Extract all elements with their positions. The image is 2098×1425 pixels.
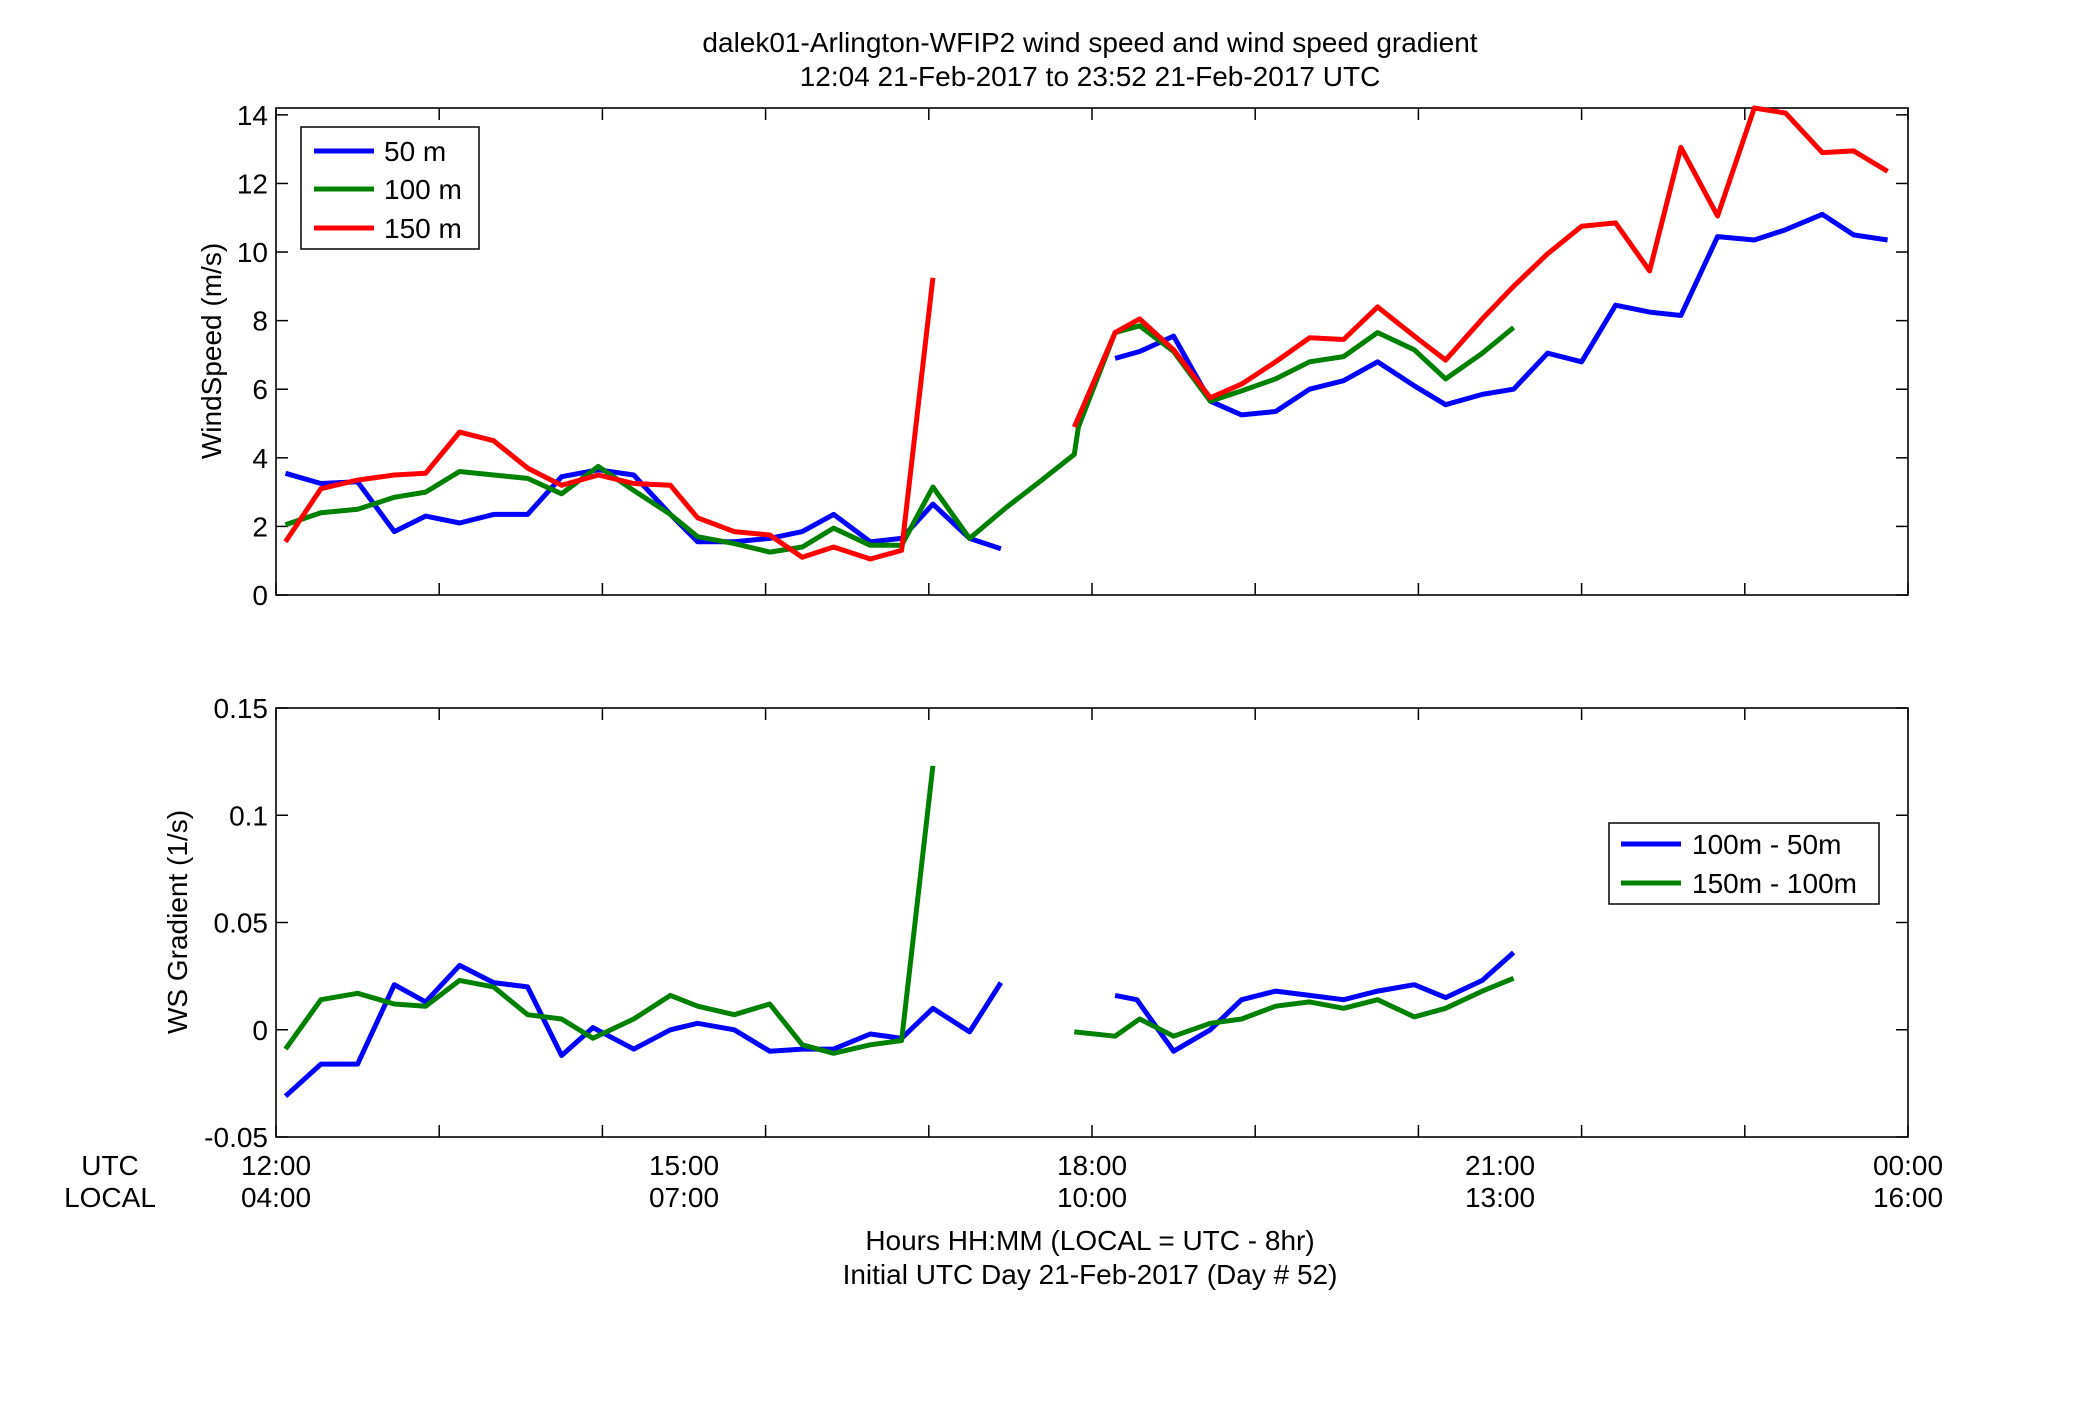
xtick-label-utc: 15:00 xyxy=(649,1150,719,1181)
xtick-label-utc: 21:00 xyxy=(1465,1150,1535,1181)
xtick-label-local: 04:00 xyxy=(241,1182,311,1213)
xtick-label-utc: 12:00 xyxy=(241,1150,311,1181)
series-line-50m xyxy=(284,211,1888,552)
gradient-ytick-label: 0 xyxy=(252,1015,268,1046)
legend-label-150m: 150 m xyxy=(384,213,462,244)
x-axis-label-line2: Initial UTC Day 21-Feb-2017 (Day # 52) xyxy=(843,1259,1338,1290)
legend-label-100m: 100 m xyxy=(384,174,462,205)
windspeed-panel: 0 2 4 6 8 10 12 14 WindSpeed (m/s) 50 m 100 m 1… xyxy=(196,100,1909,611)
legend-label-150m-100m: 150m - 100m xyxy=(1692,868,1857,899)
windspeed-ytick-label: 8 xyxy=(252,306,268,337)
xtick-label-utc: 18:00 xyxy=(1057,1150,1127,1181)
gradient-ytick-label: 0.15 xyxy=(214,693,269,724)
windspeed-axes-box xyxy=(275,107,1909,596)
series-line-100m xyxy=(284,323,1516,555)
legend-label-100m-50m: 100m - 50m xyxy=(1692,829,1841,860)
chart-title-line1: dalek01-Arlington-WFIP2 wind speed and w… xyxy=(702,27,1477,58)
gradient-legend: 100m - 50m 150m - 100m xyxy=(1608,822,1880,905)
windspeed-legend: 50 m 100 m 150 m xyxy=(300,126,480,250)
legend-label-50m: 50 m xyxy=(384,136,446,167)
windspeed-ytick-label: 6 xyxy=(252,374,268,405)
series-line-100m-50m xyxy=(283,950,1516,1099)
xtick-label-local: 07:00 xyxy=(649,1182,719,1213)
gradient-y-axis-label: WS Gradient (1/s) xyxy=(162,810,193,1034)
windspeed-ytick-label: 2 xyxy=(252,511,268,542)
xtick-label-utc: 00:00 xyxy=(1873,1150,1943,1181)
series-line-150m-100m xyxy=(283,765,1515,1056)
xtick-label-local: 13:00 xyxy=(1465,1182,1535,1213)
windspeed-ticks: 0 2 4 6 8 10 12 14 xyxy=(237,100,1909,611)
x-row-label-local: LOCAL xyxy=(64,1182,156,1213)
legend-item-150m: 150 m xyxy=(314,213,462,244)
gradient-axes-box xyxy=(275,707,1909,1138)
windspeed-ytick-label: 0 xyxy=(252,580,268,611)
gradient-ytick-label: -0.05 xyxy=(204,1122,268,1153)
gradient-ticks: -0.05 0 0.05 0.1 0.15 xyxy=(204,693,1909,1153)
gradient-legend-box xyxy=(1608,822,1880,905)
gradient-ytick-label: 0.05 xyxy=(214,908,269,939)
xtick-label-local: 16:00 xyxy=(1873,1182,1943,1213)
windspeed-ytick-label: 12 xyxy=(237,168,268,199)
xtick-label-local: 10:00 xyxy=(1057,1182,1127,1213)
x-axis-label-line1: Hours HH:MM (LOCAL = UTC - 8hr) xyxy=(865,1225,1314,1256)
windspeed-ytick-label: 14 xyxy=(237,100,268,131)
legend-item-50m: 50 m xyxy=(314,136,446,167)
legend-item-100m-50m: 100m - 50m xyxy=(1621,829,1841,860)
windspeed-ytick-label: 10 xyxy=(237,237,268,268)
legend-item-150m-100m: 150m - 100m xyxy=(1621,868,1857,899)
gradient-panel: -0.05 0 0.05 0.1 0.15 WS Gradient (1/s) 100m… xyxy=(162,693,1909,1153)
chart-title-line2: 12:04 21-Feb-2017 to 23:52 21-Feb-2017 U… xyxy=(800,61,1381,92)
windspeed-ytick-label: 4 xyxy=(252,443,268,474)
x-row-label-utc: UTC xyxy=(81,1150,139,1181)
series-line-150m xyxy=(283,105,1889,562)
windspeed-series xyxy=(283,105,1889,562)
gradient-ytick-label: 0.1 xyxy=(229,800,268,831)
windspeed-y-axis-label: WindSpeed (m/s) xyxy=(196,243,227,459)
gradient-series xyxy=(283,765,1516,1099)
legend-item-100m: 100 m xyxy=(314,174,462,205)
